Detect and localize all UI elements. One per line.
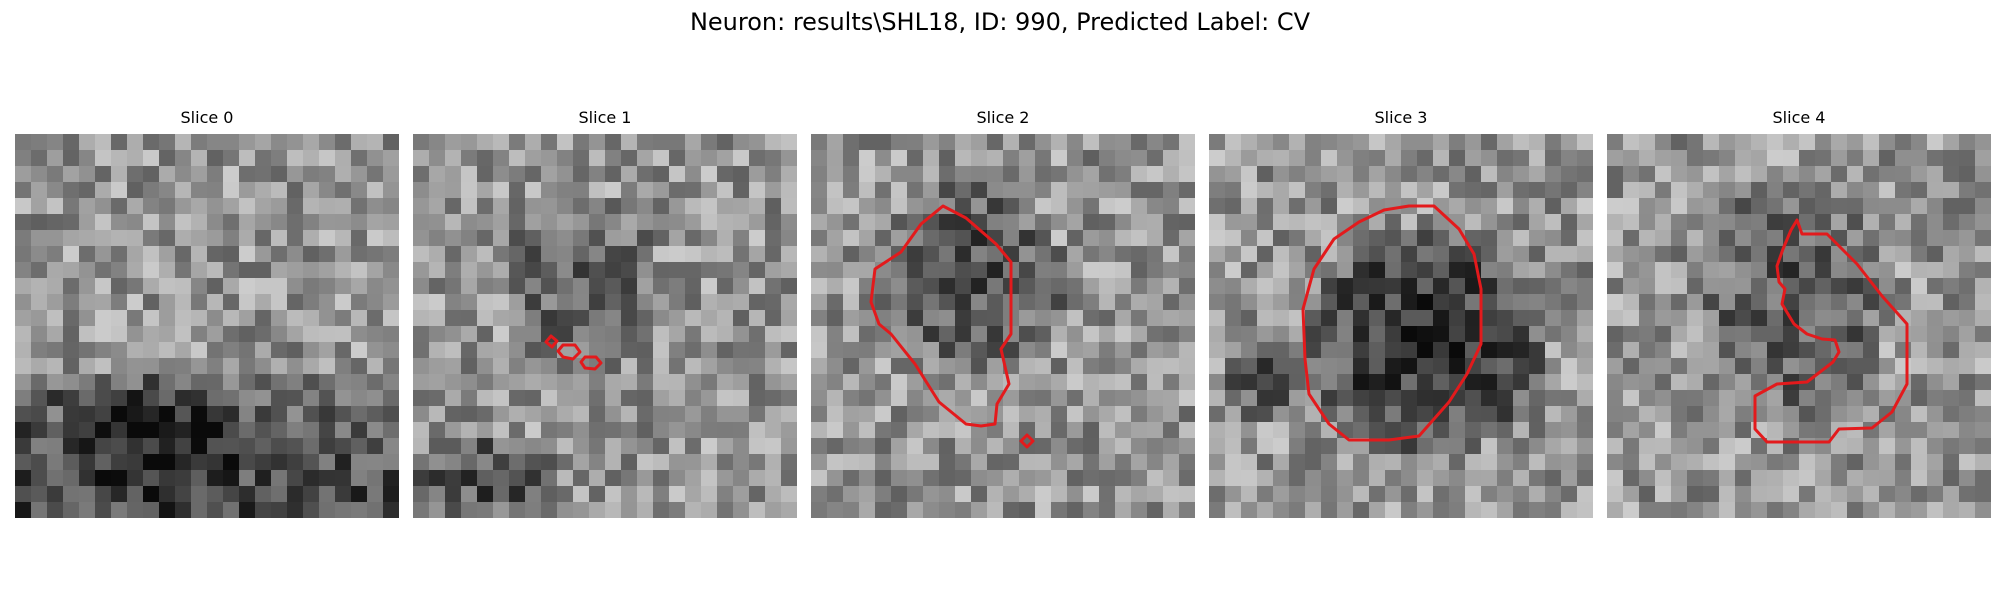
slice-panel-4: Slice 4 [1607,108,1991,518]
slice-title-3: Slice 3 [1374,108,1428,127]
contour-2a [869,204,1013,428]
slice-title-0: Slice 0 [180,108,234,127]
slice-image-1 [413,134,797,518]
contour-overlay-3 [1301,204,1483,442]
slice-image-2 [811,134,1195,518]
contour-1a [544,334,559,349]
slice-panel-1: Slice 1 [413,108,797,518]
slice-panel-2: Slice 2 [811,108,1195,518]
contour-4 [1753,218,1909,444]
slice-image-0 [15,134,399,518]
slice-panel-0: Slice 0 [15,108,399,518]
contour-overlay-1 [544,334,603,371]
contour-1c [579,355,603,371]
slice-title-2: Slice 2 [976,108,1030,127]
contour-2b [1019,433,1035,449]
slice-title-4: Slice 4 [1772,108,1826,127]
slice-panel-3: Slice 3 [1209,108,1593,518]
contour-3 [1301,204,1483,442]
figure-title: Neuron: results\SHL18, ID: 990, Predicte… [689,8,1311,36]
contour-overlay-2 [869,204,1035,449]
contour-1b [556,343,582,361]
slice-title-1: Slice 1 [578,108,632,127]
contour-overlay-4 [1753,218,1909,444]
slice-image-3 [1209,134,1593,518]
